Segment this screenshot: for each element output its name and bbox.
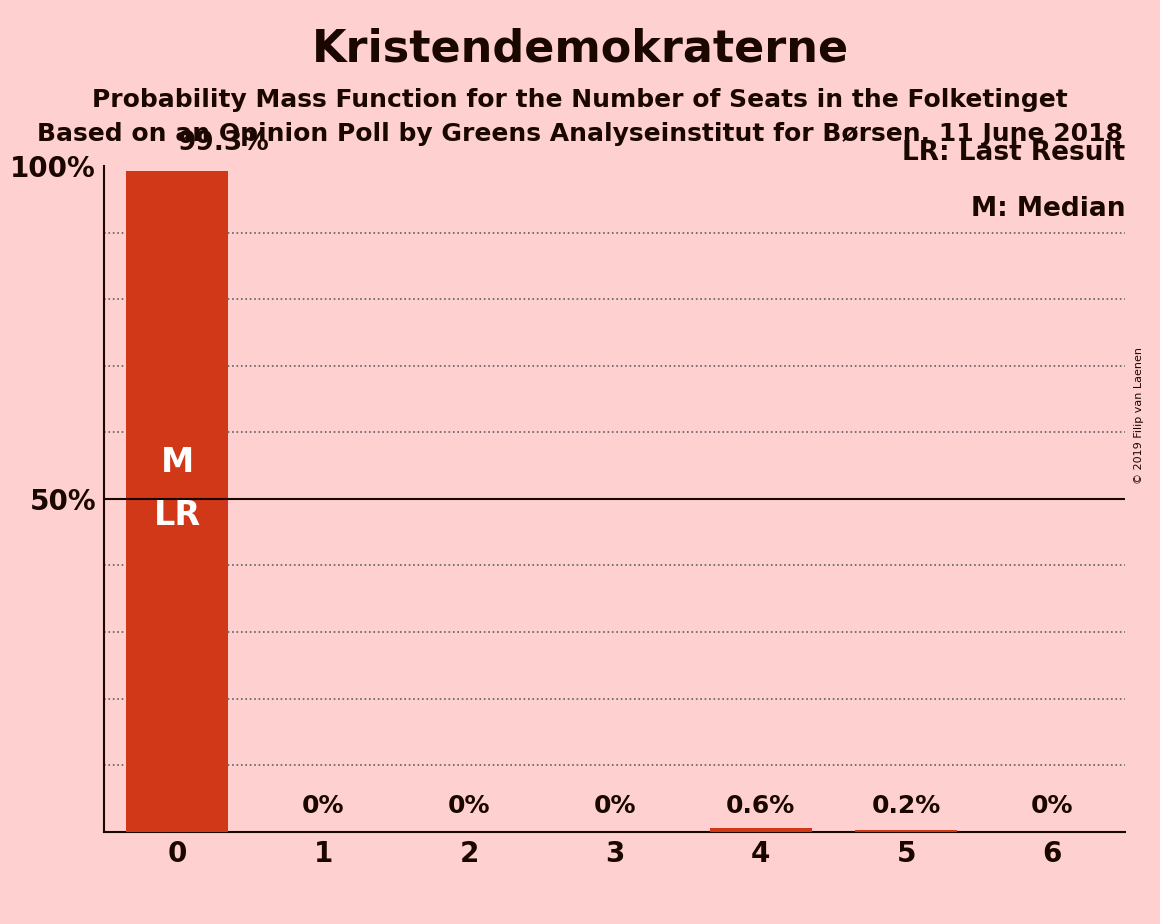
Bar — [126, 171, 229, 832]
Text: 0.6%: 0.6% — [726, 795, 796, 819]
Text: © 2019 Filip van Laenen: © 2019 Filip van Laenen — [1134, 347, 1144, 484]
Text: LR: LR — [154, 499, 201, 532]
Text: 0%: 0% — [1031, 795, 1073, 819]
Text: M: Median: M: Median — [971, 196, 1125, 223]
Text: Based on an Opinion Poll by Greens Analyseinstitut for Børsen, 11 June 2018: Based on an Opinion Poll by Greens Analy… — [37, 122, 1123, 146]
Text: 0%: 0% — [594, 795, 636, 819]
Text: 0%: 0% — [448, 795, 491, 819]
Text: 99.3%: 99.3% — [177, 130, 269, 156]
Text: M: M — [161, 446, 194, 479]
Bar — [855, 831, 957, 832]
Text: 0.2%: 0.2% — [872, 795, 941, 819]
Text: Probability Mass Function for the Number of Seats in the Folketinget: Probability Mass Function for the Number… — [92, 88, 1068, 112]
Text: 0%: 0% — [302, 795, 345, 819]
Text: LR: Last Result: LR: Last Result — [902, 140, 1125, 166]
Bar — [710, 828, 812, 832]
Text: Kristendemokraterne: Kristendemokraterne — [311, 28, 849, 71]
